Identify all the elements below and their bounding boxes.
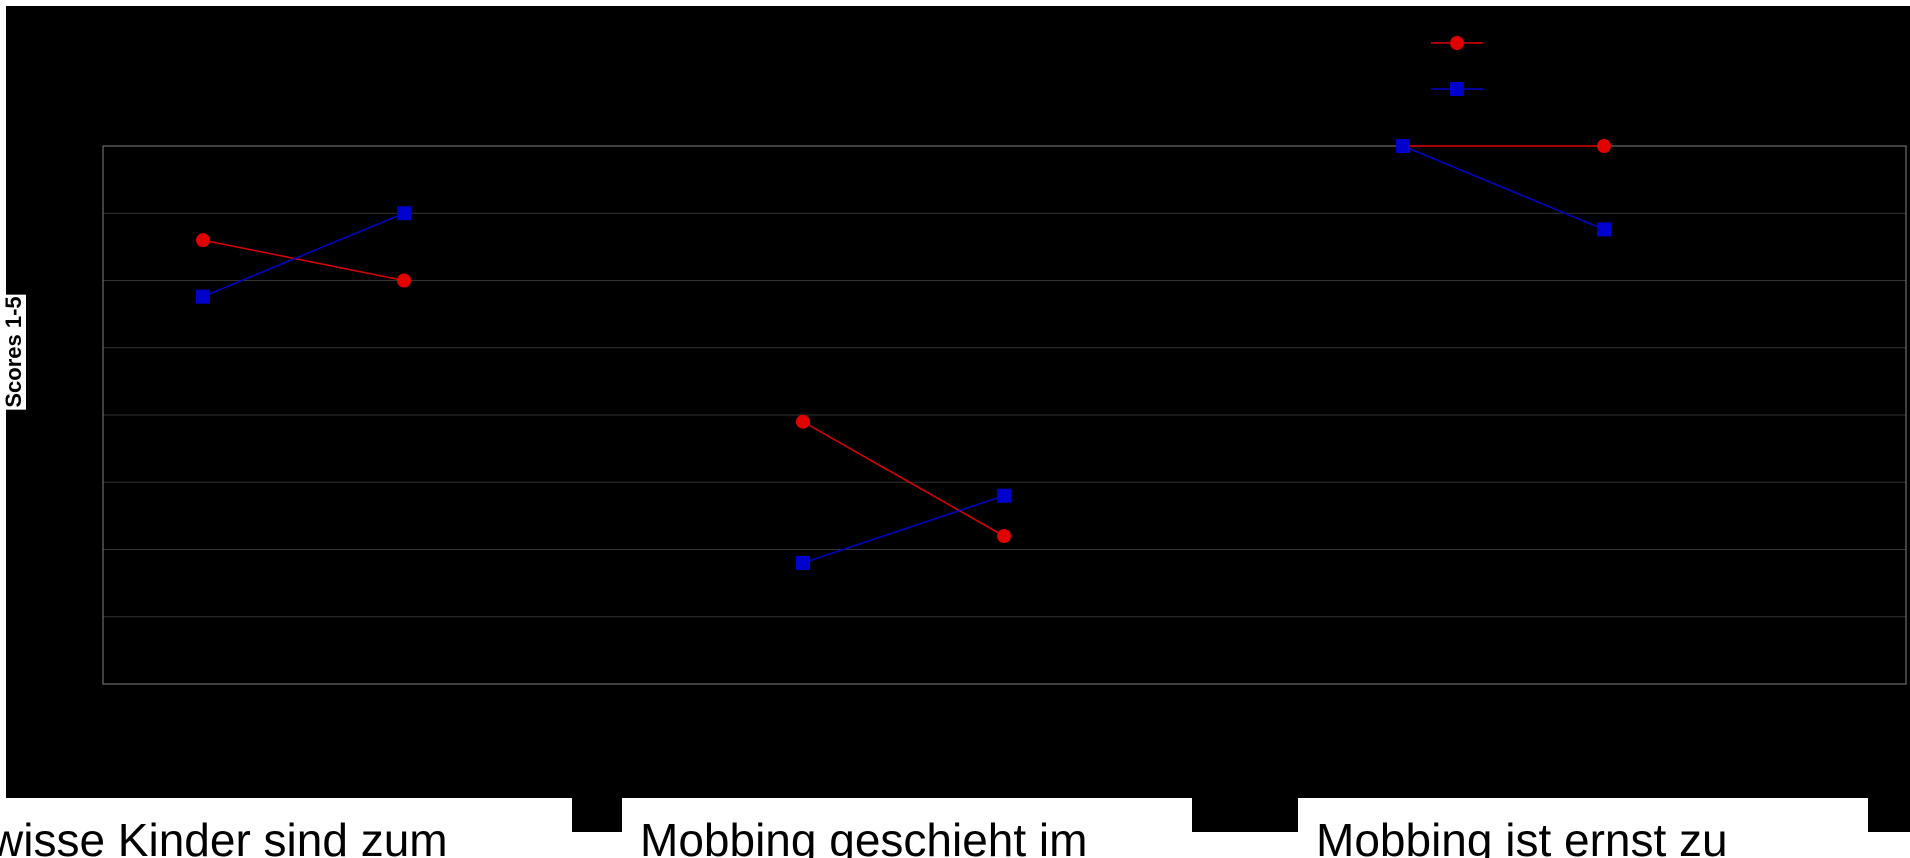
category-label-1: wisse Kinder sind zum [0, 814, 448, 858]
y-axis-label: Scores 1-5 [1, 294, 26, 410]
legend-marker-2 [1450, 82, 1464, 96]
series-2-point-1-1 [196, 289, 210, 304]
series-2-line-1 [202, 212, 405, 298]
series-1-point-3-2 [1597, 139, 1611, 153]
legend-marker-1 [1450, 36, 1464, 50]
line-chart [102, 36, 1907, 685]
series-1-point-1-2 [397, 273, 411, 288]
series-2-point-1-2 [397, 206, 411, 221]
plot-border [102, 145, 1907, 685]
series-2-point-3-2 [1597, 222, 1611, 237]
category-label-box-2: Mobbing geschieht im [622, 798, 1192, 858]
category-label-box-3: Mobbing ist ernst zu [1298, 798, 1868, 858]
series-1-point-1-1 [196, 233, 210, 248]
series-2-point-3-1 [1396, 139, 1410, 153]
series-2-line-3 [1402, 145, 1605, 231]
series-1-point-2-2 [997, 529, 1011, 544]
series-1-line-1 [202, 239, 405, 282]
category-label-box-1: wisse Kinder sind zum [0, 798, 572, 858]
series-2-point-2-1 [796, 555, 810, 570]
series-1-line-2 [802, 421, 1005, 537]
series-2-point-2-2 [997, 488, 1011, 503]
category-label-2: Mobbing geschieht im [640, 814, 1088, 858]
series-2-line-2 [802, 494, 1005, 564]
chart-panel [6, 6, 1910, 832]
series-1-point-2-1 [796, 414, 810, 429]
category-label-3: Mobbing ist ernst zu [1316, 814, 1728, 858]
